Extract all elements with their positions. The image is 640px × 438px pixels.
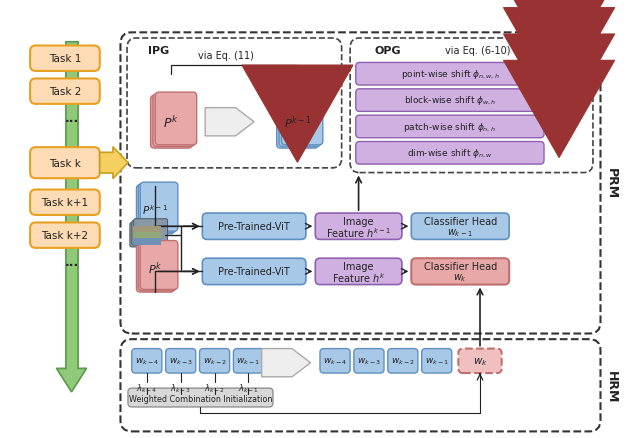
Text: $\lambda_{k-4}$: $\lambda_{k-4}$ xyxy=(136,382,157,395)
Text: via Eq. (6-10): via Eq. (6-10) xyxy=(445,46,511,56)
FancyBboxPatch shape xyxy=(279,95,321,147)
Text: ...: ... xyxy=(65,256,79,269)
Text: Classifier Head: Classifier Head xyxy=(424,216,497,226)
Bar xyxy=(132,227,161,232)
Polygon shape xyxy=(205,108,254,137)
FancyBboxPatch shape xyxy=(282,93,323,145)
FancyBboxPatch shape xyxy=(356,142,544,165)
FancyBboxPatch shape xyxy=(320,349,350,373)
Text: IPG: IPG xyxy=(148,46,169,56)
FancyBboxPatch shape xyxy=(138,242,176,291)
Text: $w_{k-2}$: $w_{k-2}$ xyxy=(391,356,415,366)
Text: via Eq. (11): via Eq. (11) xyxy=(198,51,254,61)
FancyBboxPatch shape xyxy=(354,349,384,373)
FancyBboxPatch shape xyxy=(156,93,196,145)
FancyBboxPatch shape xyxy=(234,349,264,373)
FancyBboxPatch shape xyxy=(30,46,100,72)
FancyBboxPatch shape xyxy=(153,95,195,147)
Text: patch-wise shift $\phi_{n,h}$: patch-wise shift $\phi_{n,h}$ xyxy=(403,121,496,134)
Text: OPG: OPG xyxy=(374,46,401,56)
FancyBboxPatch shape xyxy=(132,349,162,373)
FancyBboxPatch shape xyxy=(30,79,100,105)
Text: $\lambda_{k-3}$: $\lambda_{k-3}$ xyxy=(170,382,191,395)
Polygon shape xyxy=(100,147,128,179)
Text: $P^k$: $P^k$ xyxy=(148,260,163,276)
FancyBboxPatch shape xyxy=(316,214,402,240)
Polygon shape xyxy=(56,42,86,392)
FancyBboxPatch shape xyxy=(136,244,174,293)
Text: dim-wise shift $\phi_{n,w}$: dim-wise shift $\phi_{n,w}$ xyxy=(407,147,493,160)
Text: $\lambda_{k-1}$: $\lambda_{k-1}$ xyxy=(238,382,259,395)
Text: $w_k$: $w_k$ xyxy=(472,355,488,367)
FancyBboxPatch shape xyxy=(134,219,168,244)
Text: $w_{k-1}$: $w_{k-1}$ xyxy=(447,226,473,238)
FancyBboxPatch shape xyxy=(200,349,230,373)
Text: $\lambda_{k-2}$: $\lambda_{k-2}$ xyxy=(204,382,225,395)
FancyBboxPatch shape xyxy=(202,258,306,285)
Polygon shape xyxy=(262,349,310,377)
FancyBboxPatch shape xyxy=(356,90,544,112)
Text: $w_{k-2}$: $w_{k-2}$ xyxy=(202,356,227,366)
Text: Image: Image xyxy=(343,216,374,226)
Text: ...: ... xyxy=(65,112,79,125)
FancyBboxPatch shape xyxy=(356,116,544,138)
Text: Feature $h^{k-1}$: Feature $h^{k-1}$ xyxy=(326,226,392,239)
FancyBboxPatch shape xyxy=(422,349,452,373)
Text: point-wise shift $\phi_{n,w,h}$: point-wise shift $\phi_{n,w,h}$ xyxy=(401,68,499,81)
FancyBboxPatch shape xyxy=(458,349,502,373)
Text: block-wise shift $\phi_{w,h}$: block-wise shift $\phi_{w,h}$ xyxy=(404,95,496,107)
Text: Classifier Head: Classifier Head xyxy=(424,261,497,271)
FancyBboxPatch shape xyxy=(30,223,100,248)
Text: $P^{k-1}$: $P^{k-1}$ xyxy=(142,203,168,217)
Text: $w_{k-1}$: $w_{k-1}$ xyxy=(424,356,449,366)
FancyBboxPatch shape xyxy=(166,349,196,373)
Text: Weighted Combination Initialization: Weighted Combination Initialization xyxy=(129,394,272,403)
FancyBboxPatch shape xyxy=(276,96,318,149)
FancyBboxPatch shape xyxy=(316,258,402,285)
FancyBboxPatch shape xyxy=(132,221,166,245)
FancyBboxPatch shape xyxy=(356,64,544,86)
FancyBboxPatch shape xyxy=(388,349,418,373)
FancyBboxPatch shape xyxy=(412,214,509,240)
Text: $w_{k-4}$: $w_{k-4}$ xyxy=(134,356,159,366)
FancyBboxPatch shape xyxy=(412,258,509,285)
Bar xyxy=(132,235,161,245)
FancyBboxPatch shape xyxy=(140,241,178,290)
Text: HRM: HRM xyxy=(605,370,618,403)
Text: $w_{k-1}$: $w_{k-1}$ xyxy=(236,356,260,366)
FancyBboxPatch shape xyxy=(202,214,306,240)
Bar xyxy=(132,230,161,238)
Text: $w_{k-4}$: $w_{k-4}$ xyxy=(323,356,348,366)
Text: Image: Image xyxy=(343,261,374,271)
Text: Pre-Trained-ViT: Pre-Trained-ViT xyxy=(218,267,290,277)
Text: $w_{k}$: $w_{k}$ xyxy=(453,272,467,283)
Text: Task k+2: Task k+2 xyxy=(42,231,88,240)
Text: $w_{k-3}$: $w_{k-3}$ xyxy=(168,356,193,366)
Text: Task 2: Task 2 xyxy=(49,87,81,97)
Text: PRM: PRM xyxy=(605,168,618,199)
FancyBboxPatch shape xyxy=(30,190,100,215)
Text: $P^k$: $P^k$ xyxy=(163,114,179,131)
FancyBboxPatch shape xyxy=(130,223,164,247)
Text: Task k: Task k xyxy=(49,158,81,168)
FancyBboxPatch shape xyxy=(140,183,178,232)
FancyBboxPatch shape xyxy=(150,96,192,149)
Text: Task k+1: Task k+1 xyxy=(42,198,88,208)
FancyBboxPatch shape xyxy=(136,185,174,234)
FancyBboxPatch shape xyxy=(30,148,100,179)
FancyBboxPatch shape xyxy=(138,184,176,233)
Text: $w_{k-3}$: $w_{k-3}$ xyxy=(357,356,381,366)
Text: Task 1: Task 1 xyxy=(49,54,81,64)
Text: $P^{k-1}$: $P^{k-1}$ xyxy=(284,114,311,131)
Text: Pre-Trained-ViT: Pre-Trained-ViT xyxy=(218,222,290,232)
FancyBboxPatch shape xyxy=(128,388,273,407)
Text: Feature $h^{k}$: Feature $h^{k}$ xyxy=(332,271,385,284)
